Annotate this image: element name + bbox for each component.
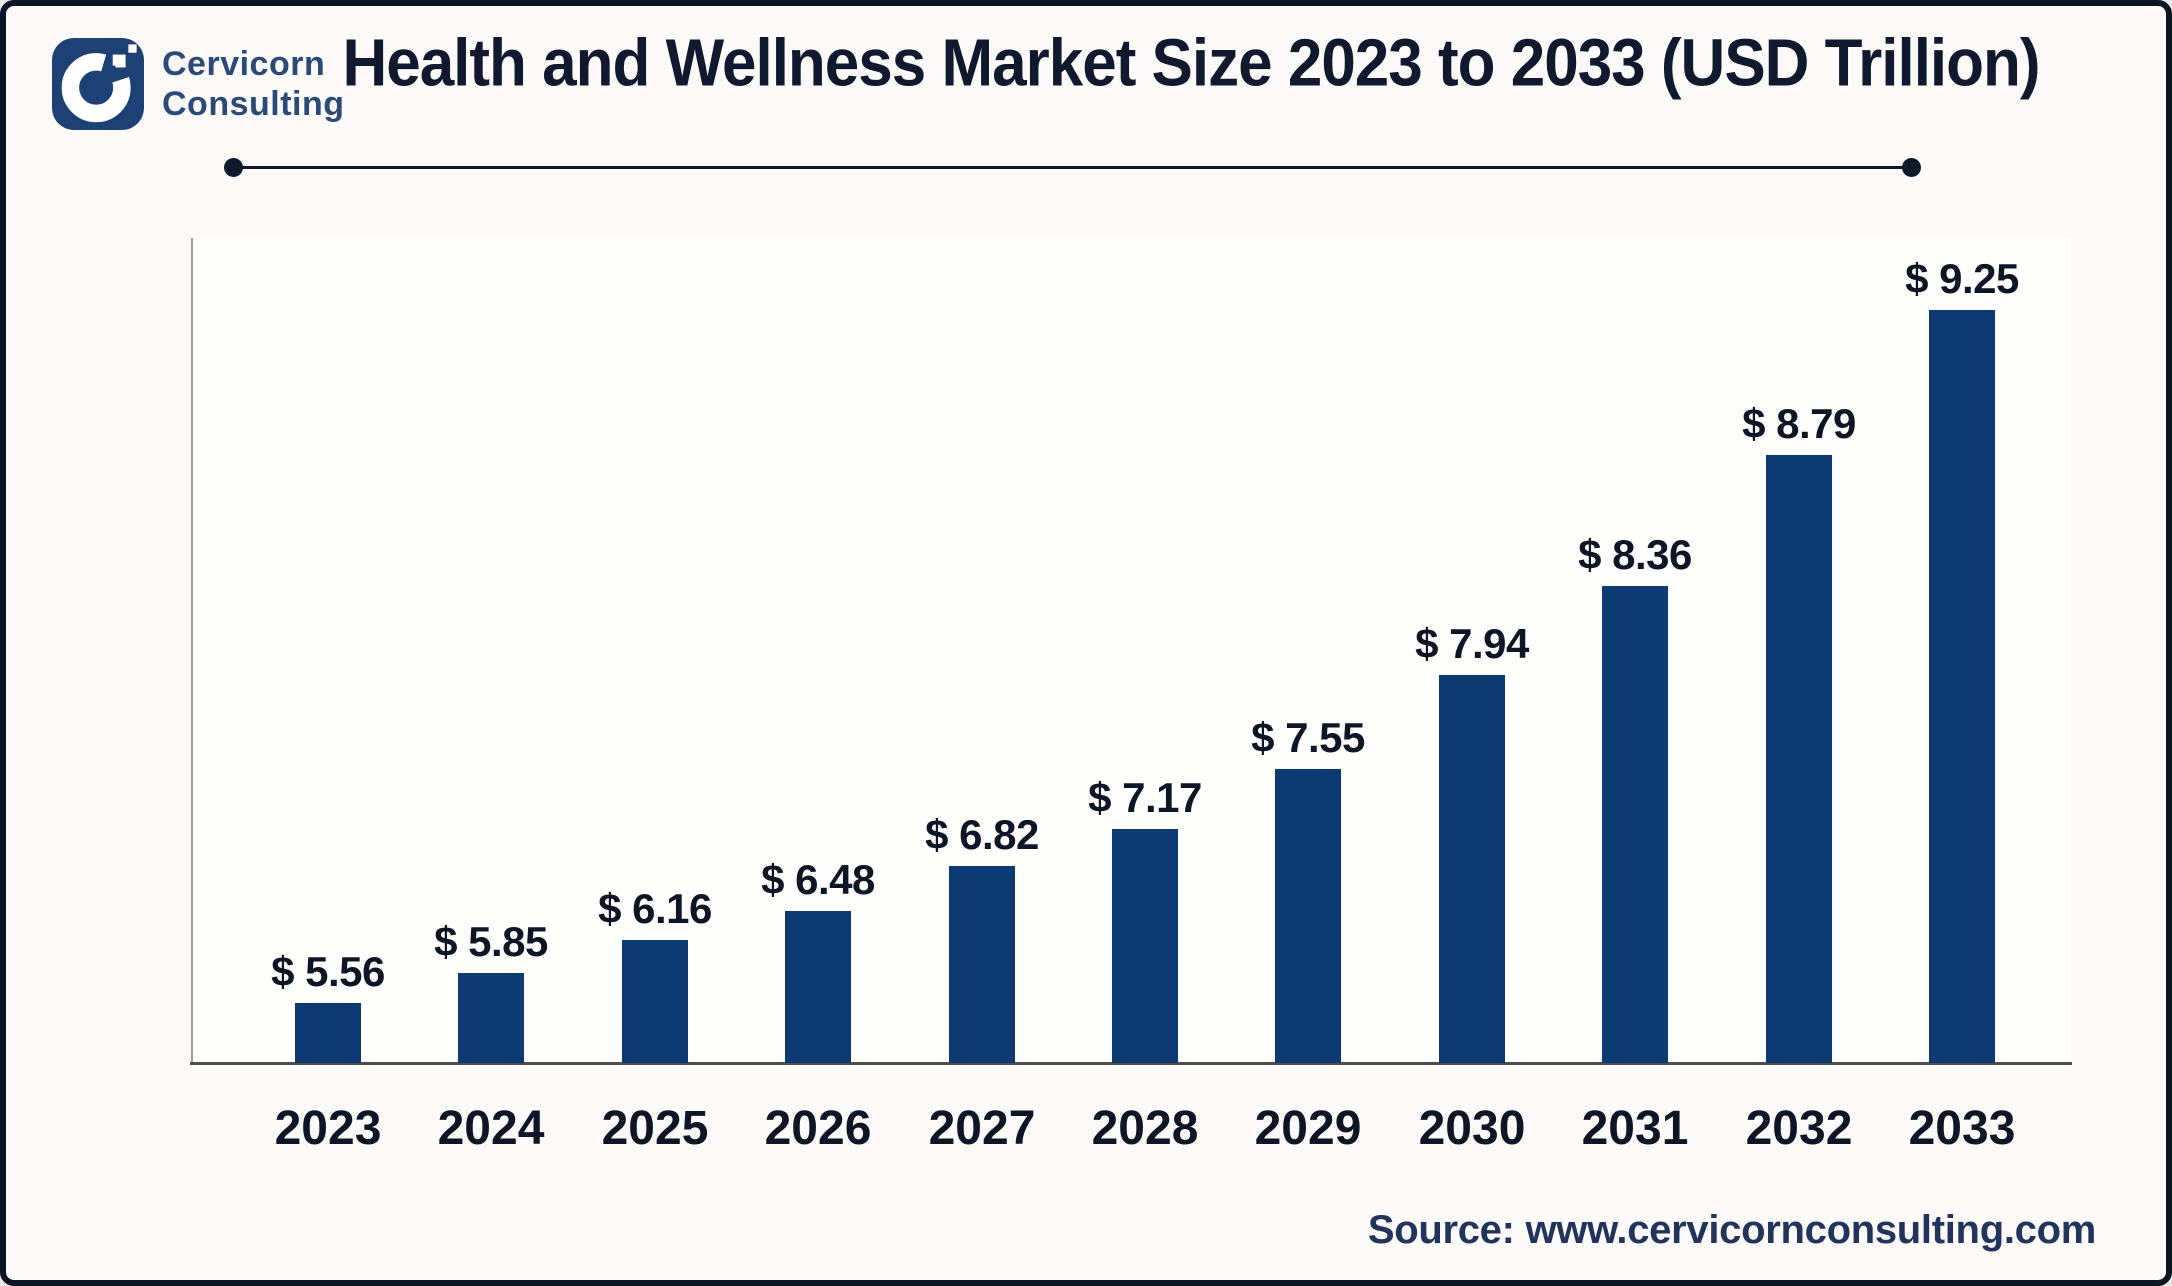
logo-wordmark-line1: Cervicorn (162, 45, 326, 83)
bar-2025 (622, 940, 688, 1063)
logo-wordmark-line2: Consulting (162, 85, 345, 123)
value-label-2033: $ 9.25 (1905, 255, 2019, 302)
source-text: Source: www.cervicornconsulting.com (1367, 1208, 2096, 1252)
bar-2030 (1439, 675, 1505, 1063)
value-label-2030: $ 7.94 (1415, 620, 1529, 667)
bar-2028 (1112, 829, 1178, 1063)
value-label-2023: $ 5.56 (271, 948, 385, 995)
value-label-2029: $ 7.55 (1251, 714, 1365, 761)
cervicorn-logo-icon (52, 38, 144, 130)
value-label-2032: $ 8.79 (1742, 400, 1856, 447)
bar-2023 (295, 1003, 361, 1063)
value-label-2025: $ 6.16 (598, 885, 712, 932)
x-axis-line (190, 1062, 2072, 1065)
title-underline-right-dot (1902, 158, 1921, 177)
value-label-2028: $ 7.17 (1088, 774, 1202, 821)
x-tick-label-2026: 2026 (764, 1102, 872, 1155)
x-tick-label-2024: 2024 (437, 1102, 545, 1155)
x-tick-label-2023: 2023 (274, 1102, 382, 1155)
value-label-2027: $ 6.82 (925, 811, 1039, 858)
value-label-2026: $ 6.48 (761, 856, 875, 903)
y-axis-line (191, 238, 193, 1065)
x-tick-label-2028: 2028 (1091, 1102, 1199, 1155)
bar-2031 (1602, 586, 1668, 1063)
bar-2024 (458, 973, 524, 1063)
x-tick-label-2029: 2029 (1254, 1102, 1362, 1155)
value-label-2031: $ 8.36 (1578, 531, 1692, 578)
title-underline (233, 166, 1911, 169)
x-tick-label-2031: 2031 (1581, 1102, 1689, 1155)
chart-title: Health and Wellness Market Size 2023 to … (342, 26, 2040, 101)
bar-2033 (1929, 310, 1995, 1063)
title-underline-left-dot (224, 158, 243, 177)
x-tick-label-2027: 2027 (928, 1102, 1036, 1155)
x-tick-label-2025: 2025 (601, 1102, 709, 1155)
bar-2029 (1275, 769, 1341, 1063)
logo-wordmark: Cervicorn Consulting (162, 44, 345, 124)
bar-2032 (1766, 455, 1832, 1063)
value-label-2024: $ 5.85 (434, 918, 548, 965)
x-tick-label-2033: 2033 (1908, 1102, 2016, 1155)
bar-2027 (949, 866, 1015, 1063)
x-tick-label-2032: 2032 (1745, 1102, 1853, 1155)
bar-2026 (785, 911, 851, 1063)
x-tick-label-2030: 2030 (1418, 1102, 1526, 1155)
